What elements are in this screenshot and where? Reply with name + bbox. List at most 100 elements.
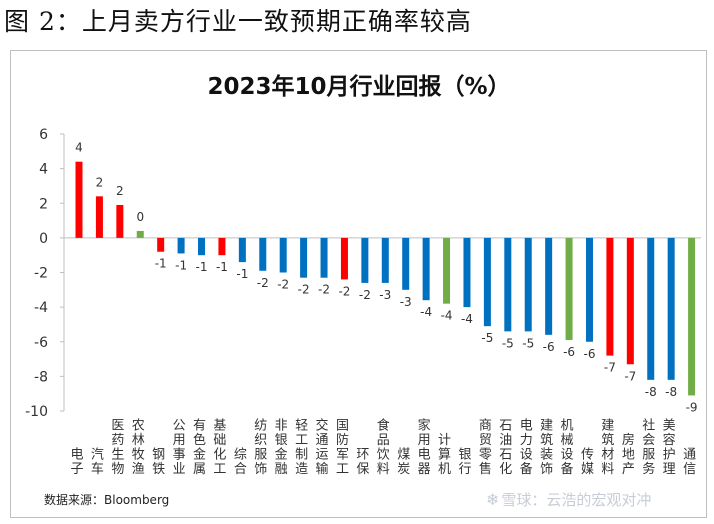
data-label: -4 <box>441 309 453 323</box>
category-label: 建筑材料 <box>601 419 614 478</box>
data-label: 4 <box>75 141 83 155</box>
x-axis-categories: 电子汽车医药生物农林牧渔钢铁公用事业有色金属基础化工综合纺织服饰非银金融轻工制造… <box>70 418 696 478</box>
bar <box>688 237 696 396</box>
category-label: 有色金属 <box>193 419 206 478</box>
bar <box>340 237 348 280</box>
bar <box>157 237 165 252</box>
y-tick-label: -6 <box>34 335 48 351</box>
data-label: -2 <box>318 283 330 297</box>
data-label: -5 <box>481 331 493 345</box>
bar <box>136 230 144 238</box>
data-label: -3 <box>379 288 391 302</box>
data-label: -9 <box>686 400 698 414</box>
data-label: -1 <box>175 258 187 272</box>
y-tick-label: 6 <box>39 127 48 143</box>
category-label: 计算机 <box>438 433 451 477</box>
data-label: -6 <box>563 345 575 359</box>
bar <box>259 237 267 271</box>
watermark: ❄ 雪球：云浩的宏观对冲 <box>486 489 651 510</box>
bar <box>647 237 655 380</box>
bar <box>463 237 471 308</box>
category-label: 汽车 <box>91 448 104 478</box>
data-label: -2 <box>257 276 269 290</box>
data-label: -8 <box>665 385 677 399</box>
category-label: 煤炭 <box>397 448 410 478</box>
y-tick-label: -8 <box>34 369 48 385</box>
data-label: -7 <box>604 361 616 375</box>
data-label: -2 <box>277 278 289 292</box>
data-label: -8 <box>645 385 657 399</box>
bar <box>402 237 410 290</box>
category-label: 交通运输 <box>316 418 329 478</box>
bar <box>361 237 369 283</box>
bar <box>320 237 328 278</box>
data-label: 2 <box>116 184 124 198</box>
bar <box>626 237 634 365</box>
category-label: 农林牧渔 <box>132 419 145 478</box>
data-label: 0 <box>136 210 144 224</box>
bar <box>422 237 430 301</box>
data-label: -1 <box>216 260 228 274</box>
category-label: 纺织服饰 <box>254 419 267 478</box>
data-label: -1 <box>196 260 208 274</box>
bar <box>177 237 185 254</box>
chart-panel: 2023年10月行业回报（%） -10 -8 -6 -4 -2 0 2 4 6 4 2 2 0 -1 -1… <box>10 50 707 518</box>
bar <box>585 237 593 342</box>
category-label: 建筑装饰 <box>540 419 553 478</box>
data-label: -5 <box>522 336 534 350</box>
snowflake-icon: ❄ <box>486 490 500 509</box>
category-label: 机械设备 <box>561 419 574 478</box>
category-label: 房地产 <box>622 432 635 477</box>
y-tick-label: -2 <box>34 266 48 282</box>
y-tick-label: 0 <box>39 231 48 247</box>
category-label: 银行 <box>458 448 471 478</box>
data-label: -5 <box>502 336 514 350</box>
y-tick-label: 4 <box>39 162 48 178</box>
category-label: 非银金融 <box>275 419 288 478</box>
bar <box>504 237 512 332</box>
bar <box>279 237 287 273</box>
category-label: 通信 <box>683 448 696 478</box>
category-label: 石油石化 <box>499 419 512 478</box>
data-label: -1 <box>236 267 248 281</box>
data-label: -7 <box>624 369 636 383</box>
category-label: 基础化工 <box>213 419 226 478</box>
data-label: -1 <box>155 257 167 271</box>
category-label: 食品饮料 <box>377 418 390 478</box>
bar <box>218 237 226 256</box>
category-label: 公用事业 <box>173 419 186 478</box>
category-label: 医药生物 <box>111 419 124 478</box>
category-label: 传媒 <box>581 448 594 478</box>
data-label: -4 <box>420 305 432 319</box>
data-label: -2 <box>359 288 371 302</box>
category-label: 综合 <box>234 448 247 478</box>
category-label: 商贸零售 <box>479 419 492 478</box>
data-label: -2 <box>338 284 350 298</box>
bar <box>667 237 675 380</box>
bar <box>116 204 124 238</box>
data-label: -3 <box>400 295 412 309</box>
data-label: -4 <box>461 312 473 326</box>
chart-title: 2023年10月行业回报（%） <box>207 73 510 100</box>
y-tick-label: 2 <box>39 196 48 212</box>
data-label: -6 <box>543 340 555 354</box>
category-label: 美容护理 <box>663 419 676 478</box>
data-label: 2 <box>96 175 104 189</box>
bars <box>75 161 696 396</box>
category-label: 电力设备 <box>520 419 533 478</box>
bar <box>545 237 553 335</box>
watermark-text: 雪球：云浩的宏观对冲 <box>501 491 652 509</box>
bar <box>483 237 491 327</box>
bar <box>606 237 614 356</box>
data-label: -2 <box>298 283 310 297</box>
bar <box>300 237 308 278</box>
bar <box>565 237 573 341</box>
bar <box>381 237 389 283</box>
bar <box>524 237 532 332</box>
bar <box>443 237 451 304</box>
y-tick-label: -10 <box>25 404 48 420</box>
category-label: 环保 <box>356 448 369 478</box>
bar <box>238 237 246 263</box>
